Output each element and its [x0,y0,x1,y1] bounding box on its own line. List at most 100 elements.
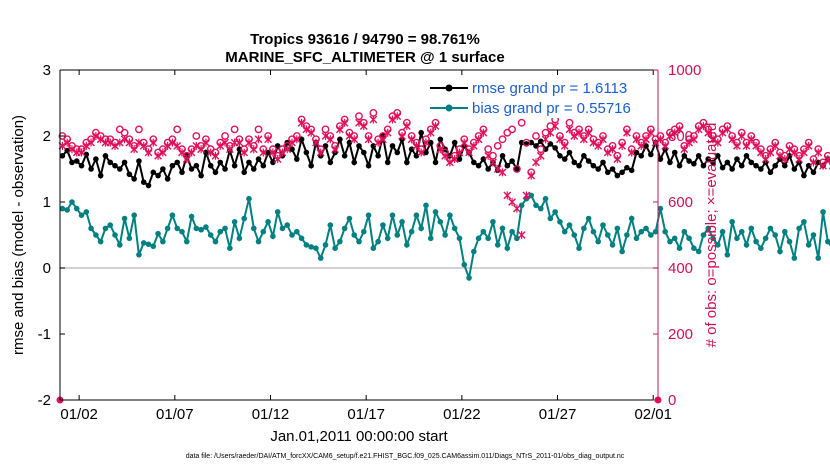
obs-evaluated-point [522,191,531,200]
bias-point [327,222,334,228]
obs-evaluated-point [479,128,488,137]
bias-point [509,228,515,235]
bias-point [107,222,114,228]
bias-point [638,228,645,235]
obs-evaluated-point [814,148,823,157]
rmse-point [97,172,104,179]
obs-evaluated-point [173,141,182,150]
obs-evaluated-point [512,204,521,213]
obs-evaluated-point [527,171,536,180]
rmse-point [413,153,420,159]
obs-evaluated-point [379,135,387,144]
rmse-point [514,166,520,172]
rmse-point [217,159,224,166]
rmse-point [93,156,99,162]
bias-point [810,232,817,238]
bias-point [183,238,190,245]
obs-evaluated-point [63,138,72,147]
obs-evaluated-point [206,148,215,157]
rmse-point [117,166,123,172]
rmse-point [805,162,812,169]
bias-point [322,242,329,248]
rmse-point [595,166,601,172]
rmse-point [112,162,118,169]
rmse-point [705,156,712,162]
bias-point [389,212,396,218]
obs-evaluated-point [359,122,368,131]
bias-point [174,225,181,232]
rmse-point [73,158,80,164]
bias-point [456,235,463,242]
rmse-point [609,166,616,172]
obs-evaluated-point [761,155,770,164]
bias-point [648,232,654,238]
obs-possible-point [498,135,507,144]
obs-evaluated-point [489,158,497,167]
obs-evaluated-point [733,141,741,150]
bias-point [88,225,94,232]
obs-evaluated-point [742,141,751,150]
obs-evaluated-point [211,151,220,160]
obs-evaluated-point [369,115,378,124]
obs-evaluated-point [790,148,799,157]
obs-evaluated-point [307,128,316,137]
obs-evaluated-point [704,128,713,137]
obs-evaluated-point [484,151,493,160]
bias-point [423,202,429,209]
rmse-point [729,166,735,172]
left-y-tick-label: -1 [38,326,51,343]
bias-point [64,207,70,213]
rmse-point [356,143,362,149]
obs-evaluated-point [747,135,756,144]
bias-point [504,245,511,251]
rmse-point [308,162,314,169]
obs-evaluated-point [168,138,177,147]
bias-point [380,222,386,228]
bias-point [494,242,501,248]
obs-evaluated-point [584,128,593,137]
obs-evaluated-point [393,112,402,121]
rmse-point [667,159,673,166]
x-tick-label: 01/27 [539,406,577,423]
rmse-point [250,166,257,172]
rmse-point [686,158,692,164]
obs-evaluated-point [417,148,426,157]
rmse-point [246,159,252,166]
obs-evaluated-point [737,132,746,140]
rmse-point [360,149,367,156]
rmse-point [270,159,276,166]
bias-point [825,238,830,245]
bias-point [160,238,166,245]
bias-point [255,238,262,245]
rmse-point [710,159,716,166]
obs-possible-point [230,125,239,134]
bias-point [317,255,324,261]
obs-evaluated-point [436,145,445,154]
obs-evaluated-point [259,148,268,157]
obs-evaluated-point [163,141,172,150]
bias-point [767,225,774,232]
obs-possible-point [135,125,143,134]
bias-point [404,242,410,248]
rmse-point [131,176,137,182]
left-y-axis-label: rmse and bias (model - observation) [10,115,27,355]
rmse-point [604,169,611,176]
bias-point [427,235,434,242]
bias-point [289,232,295,238]
bias-point [624,232,630,238]
obs-evaluated-point [130,145,139,154]
rmse-point [294,156,300,162]
rmse-point [107,159,114,166]
obs-possible-point [508,125,516,134]
left-y-tick-label: 1 [43,194,51,211]
obs-evaluated-point [728,135,737,144]
obs-evaluated-point [474,135,483,144]
bias-point [614,225,621,232]
bias-point [820,209,826,215]
bias-point [753,238,759,245]
rmse-point [628,167,635,174]
rmse-point [480,156,487,162]
obs-evaluated-point [120,135,129,144]
bias-point [341,225,348,232]
obs-evaluated-point [723,125,732,134]
